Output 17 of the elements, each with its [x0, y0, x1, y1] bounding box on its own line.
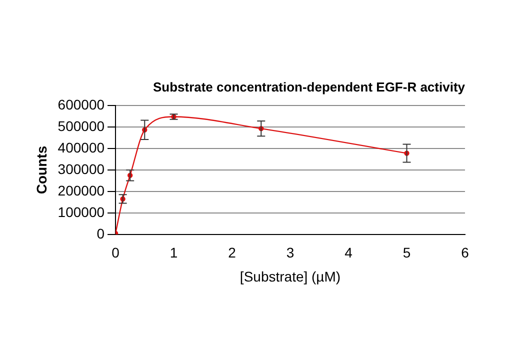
y-tick-label: 500000 [58, 118, 105, 134]
y-tick-label: 300000 [58, 160, 105, 177]
x-tick-label: 0 [112, 244, 120, 261]
y-tick-label: 400000 [58, 139, 105, 156]
x-tick-label: 4 [344, 244, 353, 261]
x-axis-title: [Substrate] (µM) [240, 268, 341, 284]
x-tick-label: 3 [286, 244, 294, 261]
y-tick-label: 200000 [58, 182, 105, 198]
y-tick-label: 600000 [58, 96, 105, 112]
x-tick-label: 1 [170, 244, 178, 261]
chart-title: Substrate concentration-dependent EGF-R activity [152, 79, 466, 94]
y-axis-title: Counts [33, 146, 50, 194]
x-tick-label: 6 [461, 244, 470, 261]
x-tick-label: 2 [228, 244, 236, 261]
y-tick-label: 100000 [58, 204, 105, 220]
x-tick-label: 5 [402, 244, 411, 261]
y-tick-label: 0 [96, 225, 105, 242]
